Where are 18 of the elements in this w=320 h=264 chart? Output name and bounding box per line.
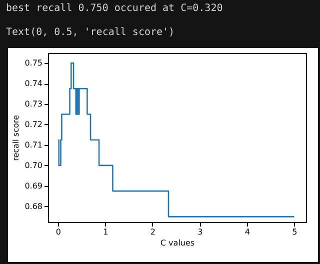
text: Text(0, 0.5, 'recall score') xyxy=(6,27,175,38)
x-tick-label: 5 xyxy=(292,228,298,236)
y-tick-label: 0.73 xyxy=(24,100,42,109)
x-tick-label: 4 xyxy=(244,228,250,236)
text: best recall 0.750 occured at C=0.320 xyxy=(6,3,223,14)
y-tick-label: 0.69 xyxy=(24,181,42,190)
y-tick-label: 0.71 xyxy=(24,140,42,150)
x-axis-title: C values xyxy=(160,238,195,248)
x-tick-label: 2 xyxy=(150,228,156,236)
y-tick-label: 0.68 xyxy=(24,202,42,211)
y-tick-label: 0.74 xyxy=(24,79,42,88)
y-tick-label: 0.72 xyxy=(24,120,42,129)
x-tick-label: 0 xyxy=(56,228,61,236)
x-tick-label: 1 xyxy=(103,228,108,236)
y-tick-label: 0.75 xyxy=(24,58,42,68)
y-tick-label: 0.70 xyxy=(24,160,42,170)
x-tick-label: 3 xyxy=(198,228,203,236)
y-axis-title: recall score xyxy=(12,115,21,161)
